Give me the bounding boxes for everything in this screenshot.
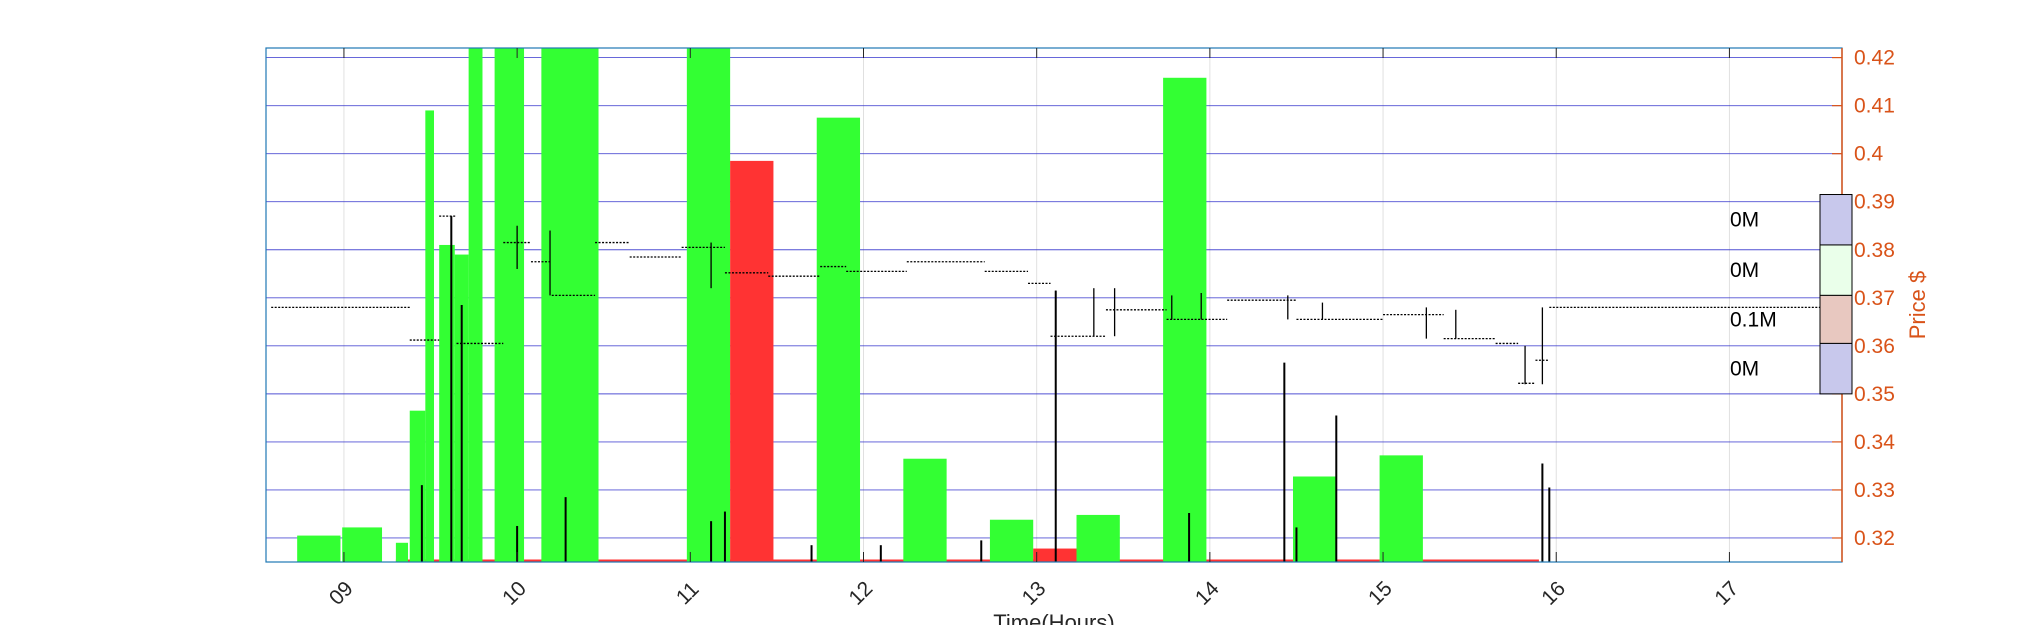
y-tick-label-3: 0.35 [1854, 383, 1895, 406]
buy-volume-bar-0 [297, 535, 341, 562]
buy-volume-bar-14 [1076, 514, 1120, 562]
sell-volume-bar-0 [730, 160, 774, 562]
profile-label-1: 0M [1730, 259, 1759, 282]
buy-volume-bar-16 [1292, 476, 1337, 562]
y-tick-label-5: 0.37 [1854, 287, 1895, 310]
buy-volume-bar-8 [494, 48, 525, 562]
y-axis-title: Price $ [1905, 271, 1930, 339]
buy-volume-bar-11 [816, 117, 861, 562]
buy-volume-bar-3 [409, 410, 426, 562]
buy-volume-bar-9 [541, 48, 599, 562]
buy-volume-bar-17 [1379, 455, 1423, 562]
profile-label-3: 0M [1730, 358, 1759, 381]
x-tick-label-6: 15 [1364, 577, 1397, 610]
x-axis-title: Time(Hours) [993, 610, 1114, 625]
buy-volume-bar-13 [989, 519, 1034, 562]
y-tick-label-6: 0.38 [1854, 239, 1895, 262]
x-tick-label-7: 16 [1537, 577, 1570, 610]
y-tick-label-0: 0.32 [1854, 527, 1895, 550]
x-tick-label-1: 10 [498, 577, 531, 610]
y-tick-label-10: 0.42 [1854, 47, 1895, 70]
buy-volume-bar-4 [425, 110, 434, 562]
profile-box-0 [1819, 194, 1853, 246]
y-tick-label-8: 0.4 [1854, 143, 1884, 166]
buy-volume-bar-1 [342, 527, 383, 562]
profile-label-2: 0.1M [1730, 308, 1777, 331]
profile-box-3 [1819, 342, 1853, 395]
buy-volume-bar-10 [686, 48, 731, 562]
buy-volume-bar-5 [439, 244, 455, 562]
y-tick-label-4: 0.36 [1854, 335, 1895, 358]
x-tick-label-2: 11 [672, 578, 704, 610]
y-tick-label-2: 0.34 [1854, 431, 1895, 454]
price-volume-profile: 0M 0M 0.1M 0M [1730, 194, 1853, 395]
y-tick-label-9: 0.41 [1854, 95, 1895, 118]
y-tick-labels: 0.32 0.33 0.34 0.35 0.36 0.37 0.38 0.39 0.4 0.41 0… [1854, 47, 1895, 550]
profile-box-1 [1819, 244, 1853, 296]
price-line [271, 215, 1820, 385]
buy-volume-bar-12 [903, 458, 947, 562]
x-tick-label-5: 14 [1191, 577, 1224, 610]
buy-volume-bar-7 [468, 48, 483, 562]
plot-background [266, 48, 1842, 562]
x-tick-label-3: 12 [845, 577, 878, 610]
buy-volume-bar-2 [395, 542, 409, 562]
y-tick-label-1: 0.33 [1854, 479, 1895, 502]
x-tick-label-0: 09 [325, 577, 358, 610]
profile-label-0: 0M [1730, 209, 1759, 232]
x-tick-label-8: 17 [1710, 577, 1743, 610]
profile-box-2 [1819, 294, 1853, 344]
x-tick-label-4: 13 [1018, 577, 1051, 610]
x-tick-labels: 09 10 11 12 13 14 15 16 17 [325, 577, 1743, 610]
y-tick-label-7: 0.39 [1854, 191, 1895, 214]
